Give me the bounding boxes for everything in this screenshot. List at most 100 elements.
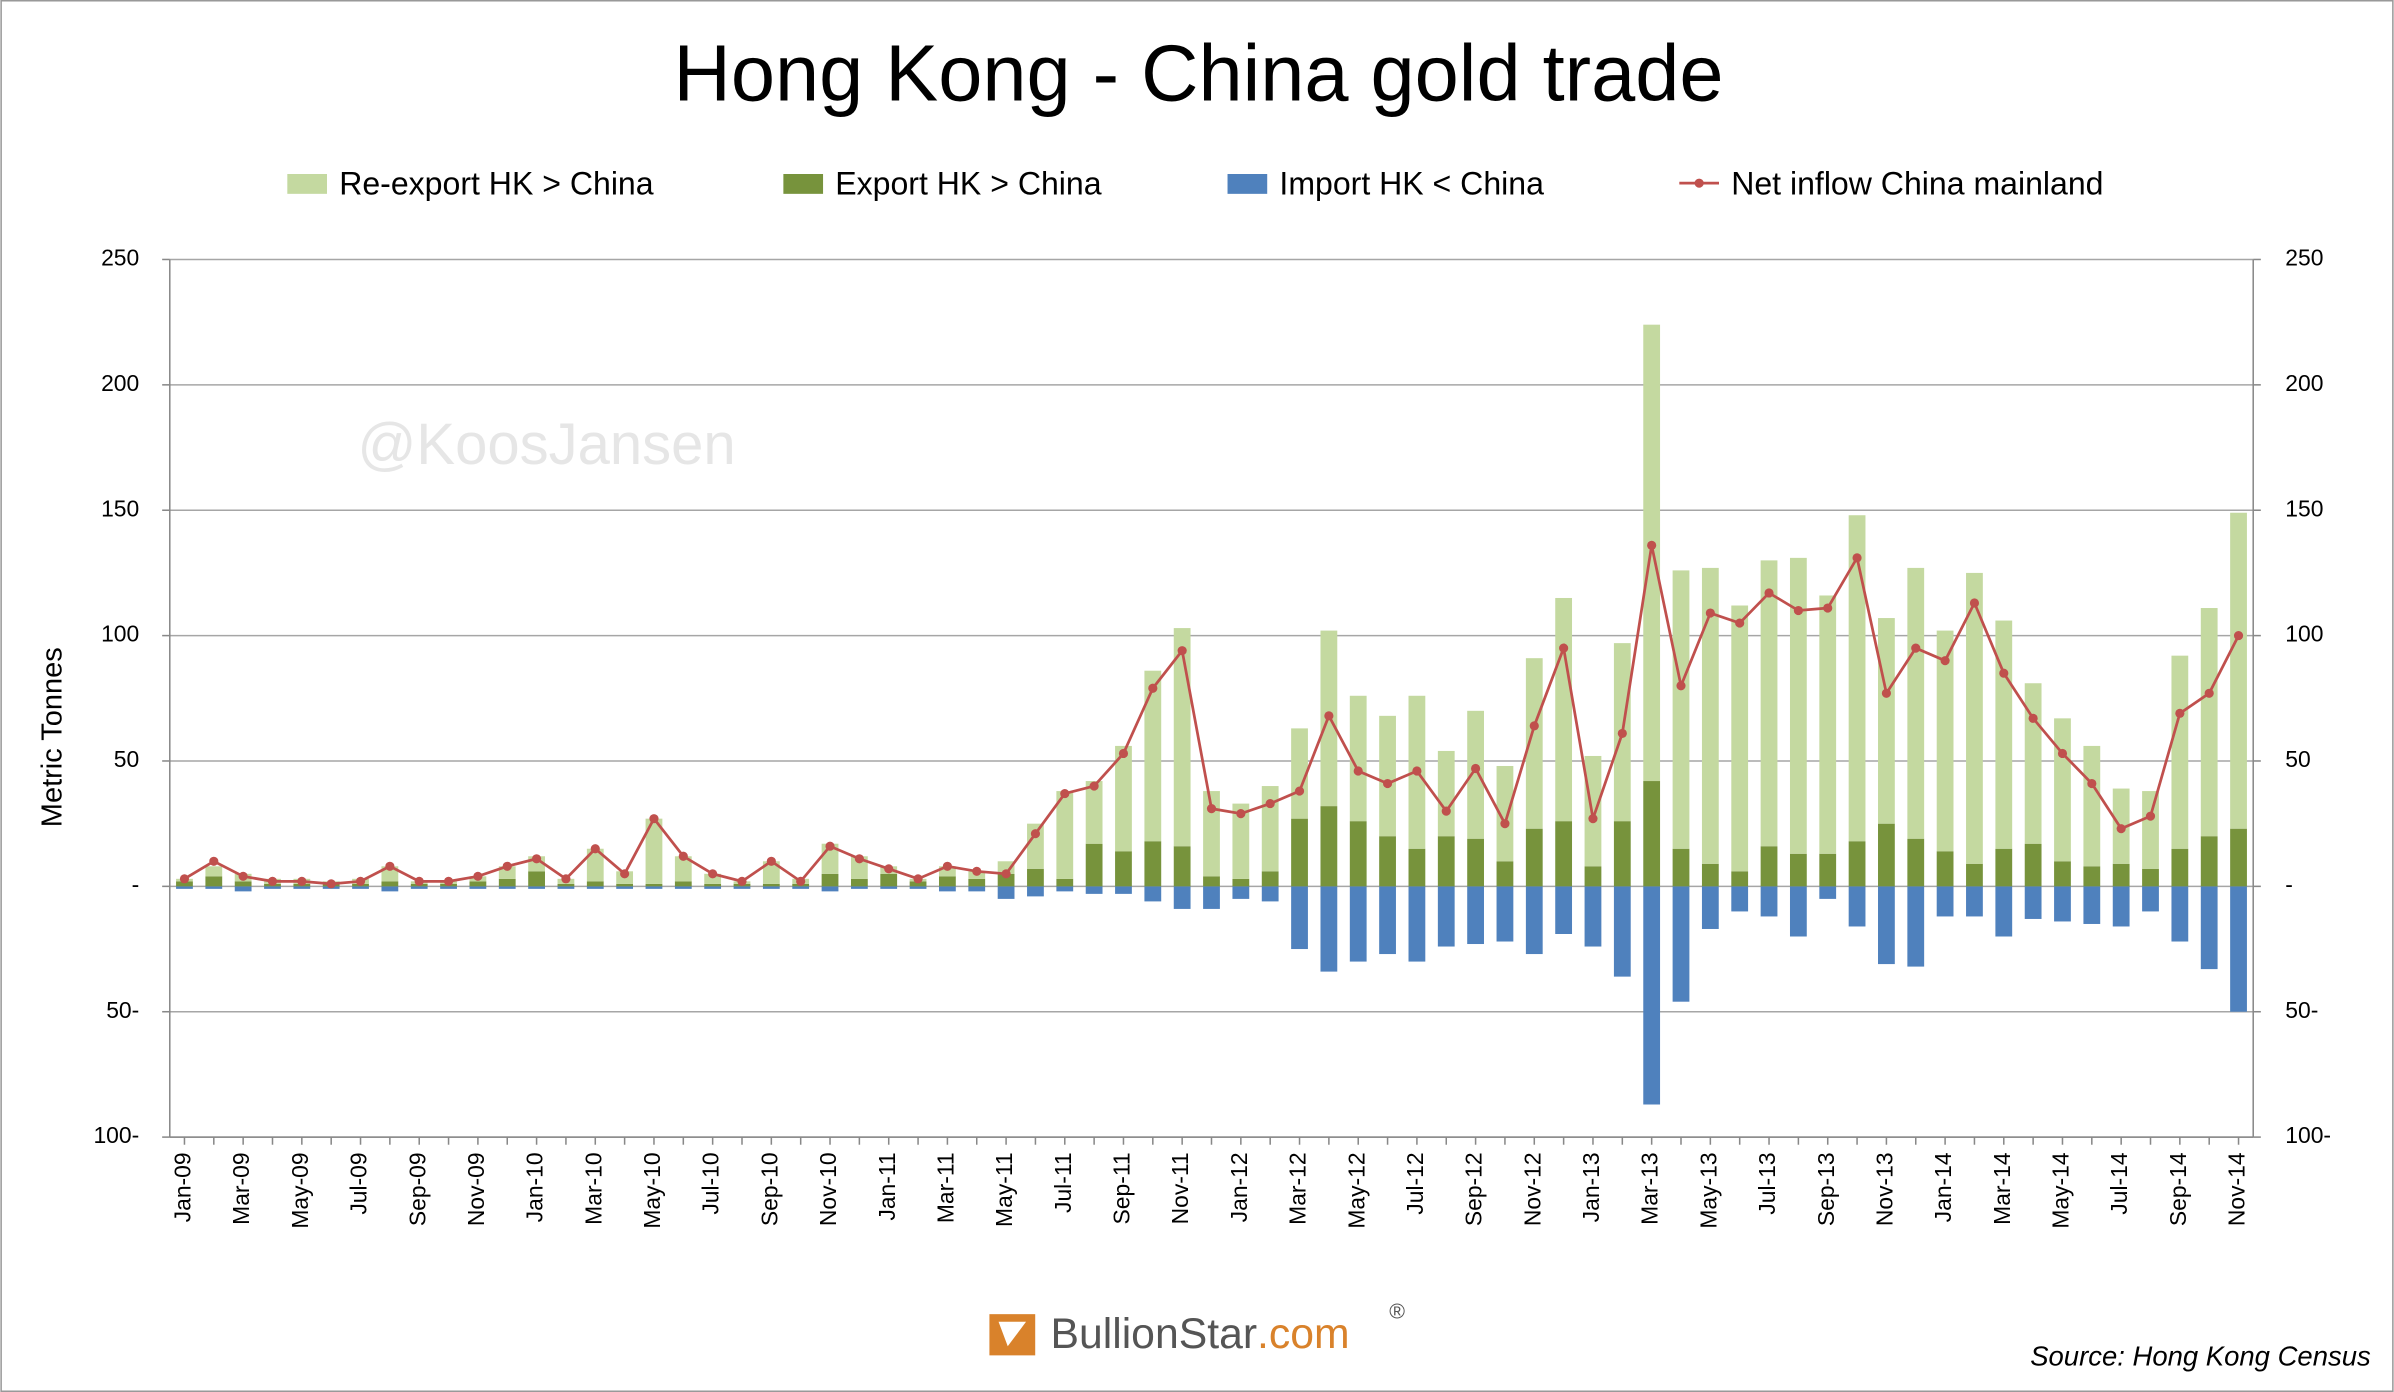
bar — [264, 886, 281, 889]
line-marker — [2028, 713, 2038, 723]
bar — [1349, 695, 1367, 822]
bar — [1291, 818, 1308, 887]
line-marker — [1735, 618, 1745, 628]
line-marker — [1764, 588, 1774, 598]
bar — [1379, 715, 1396, 837]
bar — [1643, 781, 1661, 887]
bar — [176, 886, 193, 889]
bar — [1555, 821, 1573, 887]
bar — [1496, 861, 1514, 887]
bar — [821, 873, 839, 887]
bar — [1056, 791, 1074, 879]
bar — [1555, 886, 1573, 934]
bar — [1819, 886, 1837, 899]
bar — [2230, 828, 2247, 887]
bar — [1672, 570, 1690, 849]
legend-swatch — [783, 174, 824, 194]
bar — [1056, 878, 1074, 887]
y-tick-label: 50- — [106, 997, 139, 1023]
bar — [1672, 848, 1690, 887]
bar — [1173, 628, 1191, 847]
bar — [2112, 863, 2130, 887]
line-marker — [620, 869, 630, 879]
bar — [381, 881, 399, 887]
line-marker — [1148, 683, 1158, 693]
bar — [1907, 838, 1925, 887]
x-tick-label: Jul-14 — [2106, 1152, 2132, 1215]
bar — [1848, 515, 1866, 842]
line-marker — [2233, 631, 2244, 641]
line-marker — [209, 856, 219, 866]
bar — [1261, 871, 1279, 887]
bar — [1907, 886, 1925, 967]
bar — [1437, 886, 1455, 947]
bar — [440, 886, 457, 889]
bar — [1584, 866, 1602, 887]
bar — [1349, 886, 1367, 962]
x-tick-label: Mar-14 — [1989, 1152, 2015, 1225]
bar — [1613, 886, 1631, 977]
bar — [1437, 750, 1455, 837]
x-tick-label: Mar-09 — [228, 1152, 254, 1224]
bar — [205, 866, 223, 877]
x-tick-label: Jan-13 — [1578, 1152, 1604, 1222]
logo-name: BullionStar — [1050, 1310, 1257, 1358]
bar — [880, 886, 898, 889]
bar — [674, 856, 692, 882]
line-marker — [473, 871, 483, 881]
line-marker — [443, 876, 454, 886]
x-tick-label: Mar-12 — [1285, 1152, 1311, 1224]
bar — [1701, 886, 1719, 929]
x-tick-label: Jul-12 — [1402, 1152, 1428, 1214]
bar — [1701, 567, 1719, 864]
y-axis-label: Metric Tonnes — [36, 647, 68, 827]
bar — [410, 886, 428, 889]
bar — [586, 886, 604, 889]
bar — [968, 878, 986, 887]
line-marker — [414, 876, 424, 886]
line-marker — [179, 874, 190, 884]
line-marker — [796, 876, 806, 886]
y2-tick-label: 200 — [2285, 370, 2323, 396]
bar — [1408, 848, 1426, 887]
bar — [381, 866, 399, 882]
x-tick-label: Jan-10 — [522, 1152, 548, 1222]
line-marker — [1030, 829, 1041, 839]
bar — [1467, 886, 1484, 945]
bar — [762, 886, 780, 889]
x-tick-label: Jul-09 — [346, 1152, 372, 1214]
logo-text: BullionStar.com — [1050, 1310, 1349, 1358]
bar — [1056, 886, 1074, 892]
bar — [1848, 886, 1866, 927]
bar — [557, 883, 575, 887]
line-marker — [1676, 681, 1686, 691]
x-tick-label: May-12 — [1343, 1152, 1369, 1228]
bar — [1701, 863, 1719, 887]
y-tick-label: 50 — [114, 746, 139, 772]
bar — [674, 886, 692, 889]
bar — [909, 881, 927, 887]
bar — [1203, 791, 1220, 877]
bar — [2083, 886, 2101, 924]
bar — [616, 883, 634, 887]
x-tick-label: Jan-12 — [1226, 1152, 1252, 1222]
line-marker — [2175, 708, 2185, 718]
line-marker — [913, 874, 923, 884]
bar — [850, 878, 868, 887]
bar — [762, 883, 780, 887]
bar — [1320, 886, 1338, 972]
bar — [1232, 803, 1250, 879]
bar — [2054, 718, 2071, 862]
line-marker — [1940, 656, 1950, 666]
line-marker — [737, 876, 747, 886]
line-marker — [1500, 819, 1510, 829]
line-marker — [1647, 540, 1657, 550]
bar — [1878, 823, 1895, 887]
bar — [1643, 886, 1661, 1105]
y2-tick-label: 50- — [2285, 997, 2318, 1023]
x-tick-label: Nov-10 — [815, 1152, 841, 1226]
bar — [469, 886, 487, 889]
line-marker — [1793, 605, 1803, 616]
